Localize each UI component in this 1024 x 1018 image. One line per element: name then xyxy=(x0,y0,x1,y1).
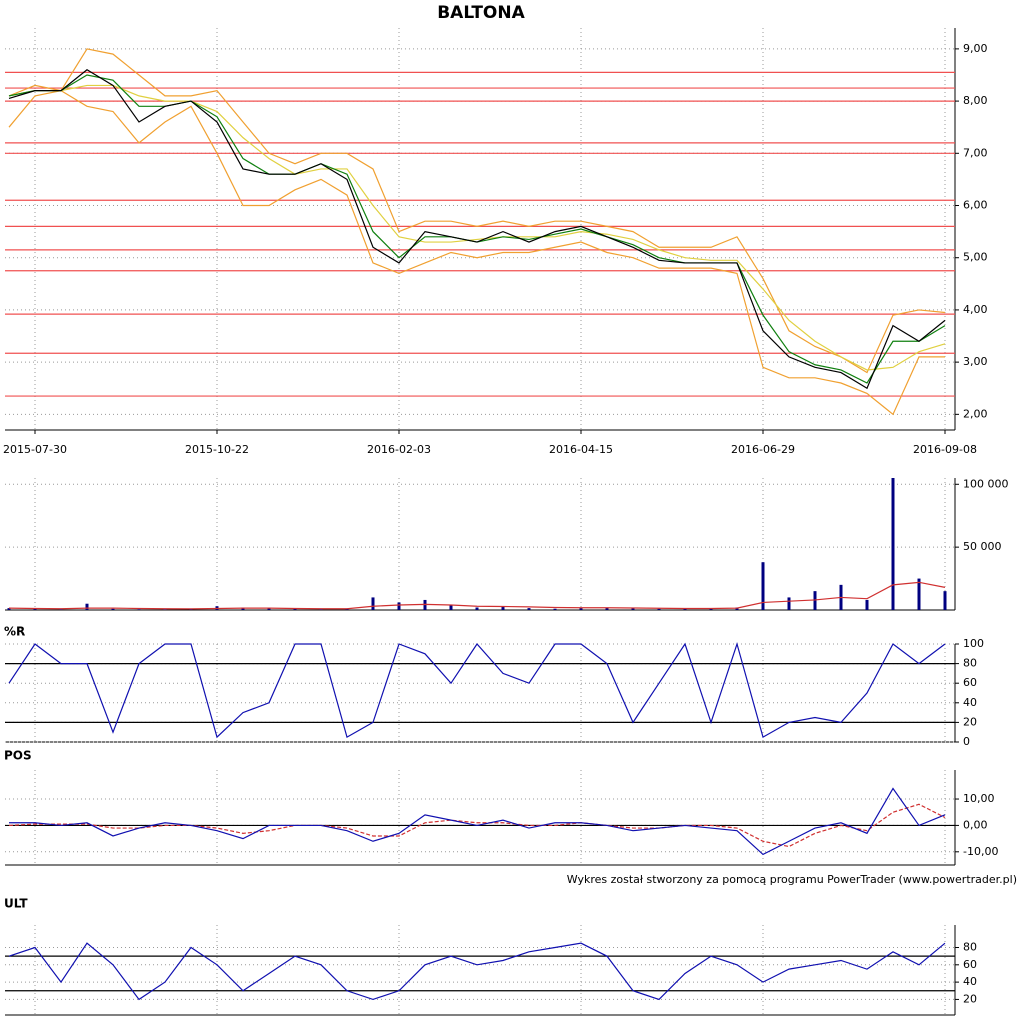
series-line xyxy=(8,84,946,371)
y-tick-label: 60 xyxy=(963,676,977,689)
bar xyxy=(293,608,297,610)
bar xyxy=(267,608,271,610)
x-tick-label: 2016-09-08 xyxy=(913,443,977,456)
y-tick-label: 20 xyxy=(963,715,977,728)
y-tick-label: 9,00 xyxy=(963,42,988,55)
x-tick-label: 2016-06-29 xyxy=(731,443,795,456)
y-tick-label: 2,00 xyxy=(963,407,988,420)
bar xyxy=(657,608,661,610)
bar xyxy=(761,562,765,610)
bar xyxy=(865,599,869,610)
series-line xyxy=(8,803,946,848)
bar xyxy=(423,599,427,610)
bar xyxy=(683,608,687,610)
bar xyxy=(501,606,505,610)
bar xyxy=(319,609,323,610)
y-tick-label: 5,00 xyxy=(963,251,988,264)
bar xyxy=(943,591,947,610)
series-line xyxy=(8,48,946,374)
bar xyxy=(735,607,739,610)
series-line xyxy=(8,74,946,384)
credit: Wykres został stworzony za pomocą progra… xyxy=(567,873,1017,886)
panel-title: ULT xyxy=(4,897,28,911)
bar xyxy=(917,578,921,610)
bar xyxy=(111,608,115,610)
y-tick-label: 40 xyxy=(963,696,977,709)
y-tick-label: 50 000 xyxy=(963,540,1002,553)
y-tick-label: 60 xyxy=(963,958,977,971)
bar xyxy=(527,608,531,610)
bar xyxy=(605,607,609,610)
bar xyxy=(397,602,401,610)
bar xyxy=(241,607,245,610)
bar xyxy=(475,607,479,610)
y-tick-label: 6,00 xyxy=(963,199,988,212)
panel-title: %R xyxy=(4,625,25,639)
y-tick-label: 100 xyxy=(963,637,984,650)
chart-title: BALTONA xyxy=(437,3,525,23)
x-tick-label: 2016-04-15 xyxy=(549,443,613,456)
bar xyxy=(85,603,89,610)
x-tick-label: 2015-10-22 xyxy=(185,443,249,456)
series-line xyxy=(8,641,946,739)
bar xyxy=(813,591,817,610)
bar xyxy=(137,609,141,610)
y-tick-label: 3,00 xyxy=(963,355,988,368)
y-tick-label: 80 xyxy=(963,941,977,954)
y-tick-label: 20 xyxy=(963,992,977,1005)
y-tick-label: 7,00 xyxy=(963,146,988,159)
y-tick-label: 40 xyxy=(963,975,977,988)
bar xyxy=(371,597,375,610)
y-tick-label: 0,00 xyxy=(963,818,988,831)
y-tick-label: 4,00 xyxy=(963,303,988,316)
x-tick-label: 2015-07-30 xyxy=(3,443,67,456)
bar xyxy=(189,609,193,610)
bar xyxy=(449,604,453,610)
series-line xyxy=(9,787,946,856)
bar xyxy=(579,608,583,610)
y-tick-label: 8,00 xyxy=(963,94,988,107)
series-line xyxy=(8,69,946,390)
bar xyxy=(163,609,167,610)
bar xyxy=(59,609,63,610)
bar xyxy=(33,608,37,610)
y-tick-label: -10,00 xyxy=(963,845,998,858)
y-tick-label: 0 xyxy=(963,735,970,748)
series-line xyxy=(8,90,945,416)
bar xyxy=(345,608,349,610)
series-line xyxy=(8,581,946,610)
panel-title: POS xyxy=(4,749,32,763)
bar xyxy=(631,608,635,610)
y-tick-label: 80 xyxy=(963,657,977,670)
series-line xyxy=(8,942,946,1001)
y-tick-label: 10,00 xyxy=(963,792,995,805)
y-tick-label: 100 000 xyxy=(963,477,1009,490)
x-tick-label: 2016-02-03 xyxy=(367,443,431,456)
bar xyxy=(787,597,791,610)
bar xyxy=(7,608,11,610)
bar xyxy=(553,608,557,610)
bar xyxy=(891,478,895,610)
